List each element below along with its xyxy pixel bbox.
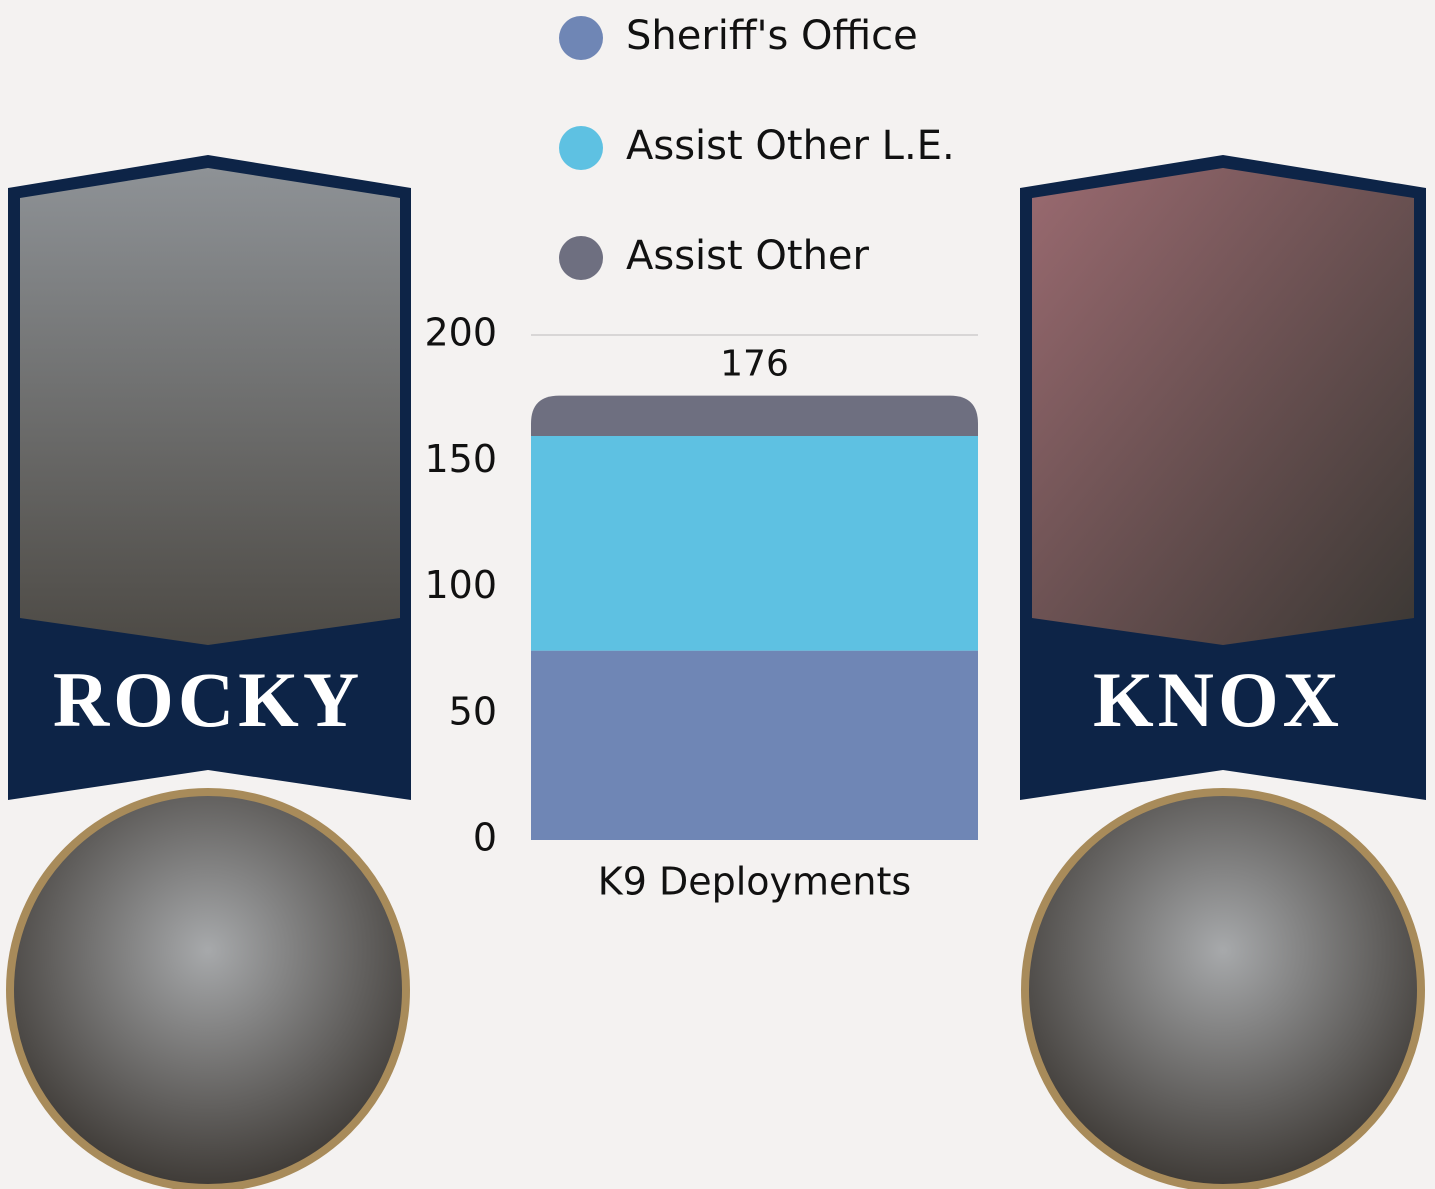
legend-swatch	[559, 236, 603, 280]
legend-swatch	[559, 16, 603, 60]
knox-panel: KNOX	[1020, 155, 1426, 1189]
legend-label: Sheriff's Office	[626, 13, 918, 59]
rocky-panel: ROCKY	[6, 155, 411, 1189]
legend-label: Assist Other L.E.	[626, 123, 955, 169]
y-tick-label: 200	[424, 311, 497, 355]
legend-swatch	[559, 126, 603, 170]
dog-photo	[20, 168, 400, 645]
x-tick-label: K9 Deployments	[598, 860, 911, 904]
handler-photo	[1021, 788, 1425, 1189]
bar-segment	[531, 650, 978, 840]
dog-photo	[1032, 168, 1414, 645]
y-tick-label: 150	[424, 437, 497, 481]
dog-name: ROCKY	[53, 656, 363, 743]
y-tick-label: 0	[473, 816, 497, 860]
dog-name: KNOX	[1093, 656, 1343, 743]
total-label: 176	[720, 344, 789, 385]
handler-photo	[6, 788, 410, 1189]
bar-segment	[531, 436, 978, 651]
bar-segment	[531, 395, 978, 436]
y-tick-label: 50	[449, 689, 497, 733]
y-tick-label: 100	[424, 563, 497, 607]
legend-label: Assist Other	[626, 233, 870, 279]
